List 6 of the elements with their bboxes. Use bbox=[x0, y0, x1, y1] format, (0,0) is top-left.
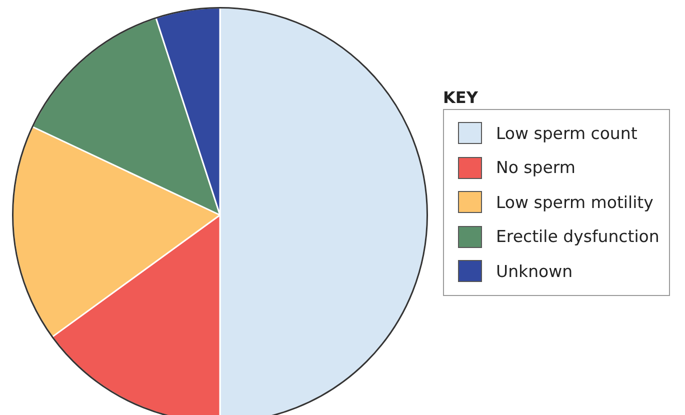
legend-label: Unknown bbox=[496, 262, 573, 281]
legend-label: Erectile dysfunction bbox=[496, 227, 660, 246]
legend-label: No sperm bbox=[496, 158, 576, 178]
legend-label: Low sperm count bbox=[496, 124, 638, 143]
legend-title: KEY bbox=[443, 88, 479, 107]
legend-label: Low sperm motility bbox=[496, 192, 654, 212]
